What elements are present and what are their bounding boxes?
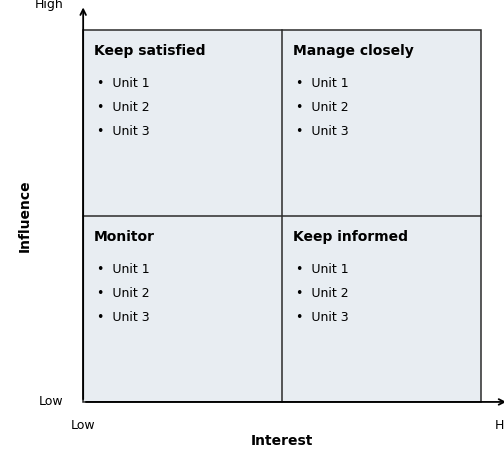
Text: •  Unit 3: • Unit 3: [97, 125, 149, 138]
Text: Interest: Interest: [251, 434, 313, 448]
Text: •  Unit 2: • Unit 2: [296, 101, 348, 114]
Text: •  Unit 2: • Unit 2: [97, 287, 149, 300]
Text: Low: Low: [71, 419, 95, 432]
Text: •  Unit 1: • Unit 1: [296, 263, 348, 276]
Text: •  Unit 1: • Unit 1: [296, 77, 348, 90]
Text: Influence: Influence: [18, 180, 32, 252]
Text: •  Unit 1: • Unit 1: [97, 263, 149, 276]
Text: •  Unit 2: • Unit 2: [97, 101, 149, 114]
Text: •  Unit 3: • Unit 3: [296, 311, 348, 324]
Text: High: High: [34, 0, 63, 11]
Text: Manage closely: Manage closely: [293, 44, 414, 58]
Text: Monitor: Monitor: [94, 230, 155, 244]
Text: •  Unit 1: • Unit 1: [97, 77, 149, 90]
Bar: [83, 216, 282, 402]
Text: Keep informed: Keep informed: [293, 230, 408, 244]
Bar: [282, 216, 481, 402]
Bar: [83, 30, 282, 216]
Text: Keep satisfied: Keep satisfied: [94, 44, 206, 58]
Text: •  Unit 3: • Unit 3: [97, 311, 149, 324]
Text: High: High: [494, 419, 504, 432]
Bar: [282, 30, 481, 216]
Text: Low: Low: [38, 395, 63, 408]
Text: •  Unit 2: • Unit 2: [296, 287, 348, 300]
Bar: [83, 30, 481, 402]
Text: •  Unit 3: • Unit 3: [296, 125, 348, 138]
